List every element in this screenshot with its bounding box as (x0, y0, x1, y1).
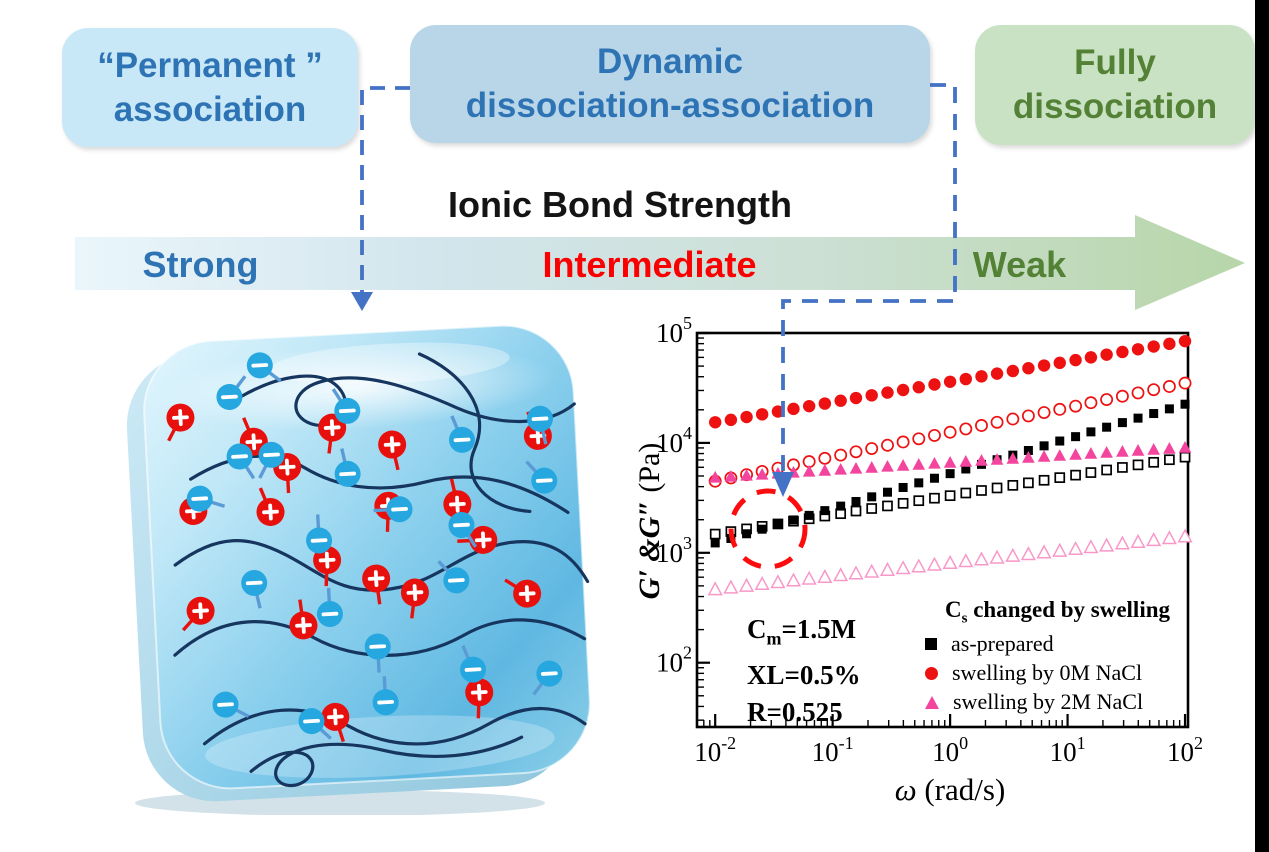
polymer-chain (202, 706, 587, 746)
box-permanent-line1: “Permanent ” (97, 45, 323, 85)
legend-label: swelling by 2M NaCl (953, 689, 1144, 715)
legend-item-0m-nacl: swelling by 0M NaCl (915, 659, 1200, 688)
plot-svg: 10-2 10-1 100 101 102 102 103 104 105 (656, 313, 1203, 767)
polymer-network-and-ions (166, 352, 590, 788)
annotation-r: R=0.525 (747, 697, 843, 728)
connector-left-dashed (360, 86, 410, 294)
legend-marker-circle (925, 666, 938, 680)
annotation-xl: XL=0.5% (747, 660, 861, 691)
box-permanent-line2: association (113, 89, 307, 129)
y-axis-label-moduli: G′ &G″ (633, 500, 666, 600)
series-triangle-open (707, 528, 1193, 596)
box-fully-dissociation: Fully dissociation (975, 25, 1255, 145)
box-fully-line1: Fully (1074, 43, 1156, 82)
x-axis-label-symbol: ω (894, 772, 917, 807)
legend-marker-square (925, 638, 937, 651)
polymer-chain (189, 454, 570, 515)
x-tick-label: 10-2 (694, 733, 736, 767)
y-tick-label: 105 (656, 313, 692, 348)
sample-parameters: Cm=1.5M XL=0.5% R=0.525 (747, 611, 861, 731)
legend-label: as-prepared (951, 631, 1054, 657)
plot-legend: Cs changed by swelling as-prepared swell… (915, 597, 1200, 717)
polymer-chain (417, 352, 532, 514)
y-axis-label-unit: (Pa) (633, 442, 666, 501)
legend-label: swelling by 0M NaCl (952, 660, 1143, 686)
legend-item-2m-nacl: swelling by 2M NaCl (915, 688, 1200, 717)
label-intermediate: Intermediate (542, 244, 757, 285)
polymer-chain (173, 539, 590, 592)
legend-item-as-prepared: as-prepared (915, 630, 1200, 659)
box-permanent-association: “Permanent ” association (62, 28, 358, 147)
box-dynamic-line1: Dynamic (597, 42, 743, 81)
strength-axis-title: Ionic Bond Strength (448, 184, 792, 225)
x-axis-label: ω (rad/s) (820, 772, 1080, 808)
box-dynamic-line2: dissociation-association (465, 86, 875, 125)
hydrogel-illustration (126, 324, 591, 815)
box-fully-line2: dissociation (1012, 87, 1218, 126)
label-weak: Weak (972, 244, 1067, 285)
x-axis-label-unit: (rad/s) (916, 772, 1006, 807)
cropped-edge-artifact (1255, 0, 1269, 852)
y-axis-label: G′ &G″ (Pa) (633, 381, 671, 661)
legend-marker-triangle (925, 695, 939, 709)
label-strong: Strong (142, 244, 259, 285)
x-tick-label: 10-1 (812, 733, 854, 767)
x-tick-label: 100 (932, 733, 968, 767)
y-tick-label: 103 (656, 533, 692, 568)
x-tick-label: 102 (1167, 733, 1203, 767)
series-circle-filled (708, 334, 1192, 429)
legend-title: Cs changed by swelling (944, 597, 1171, 627)
x-tick-label: 101 (1050, 733, 1086, 767)
polymer-chain (239, 374, 576, 427)
y-tick-label: 102 (656, 643, 692, 678)
tile-bottom-glow (205, 715, 555, 778)
box-dynamic-dissociation-association: Dynamic dissociation-association (410, 25, 930, 143)
polymer-chain (249, 735, 524, 788)
annotation-cm: Cm=1.5M (747, 614, 857, 649)
y-tick-label: 104 (656, 423, 692, 458)
